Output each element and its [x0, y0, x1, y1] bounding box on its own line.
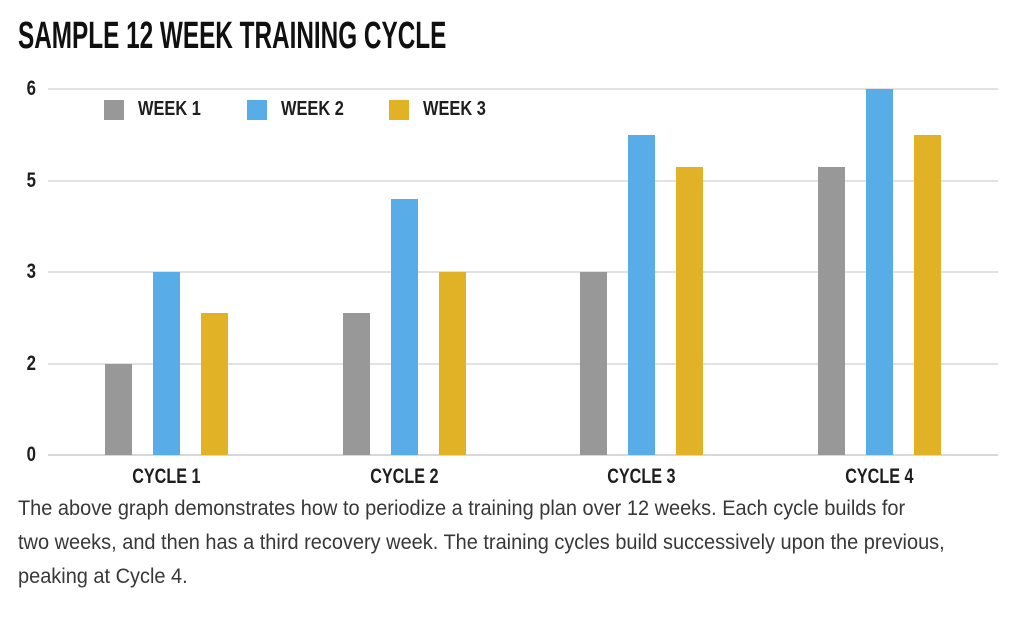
bar-week-1-cycle-2: [342, 313, 370, 455]
gridline-2: [48, 362, 998, 365]
bar-week-3-cycle-2: [438, 272, 466, 455]
x-axis-label-cycle-4: CYCLE 4: [761, 465, 999, 489]
y-tick-label-6: 6: [26, 77, 36, 100]
x-axis-line: [48, 454, 998, 456]
legend-label-week-3: WEEK 3: [423, 98, 487, 120]
legend-item-week-1: WEEK 1: [104, 98, 215, 121]
bar-group-cycle-2: CYCLE 2: [286, 89, 524, 488]
caption-line-2: two weeks, and then has a third recovery…: [18, 531, 945, 554]
y-axis-labels: 0 2 3 5 6: [0, 77, 36, 466]
x-axis-label-cycle-1: CYCLE 1: [48, 465, 286, 489]
legend-label-week-2: WEEK 2: [280, 98, 344, 120]
y-tick-label-0: 0: [26, 443, 36, 466]
x-axis-label-cycle-3: CYCLE 3: [523, 465, 761, 489]
x-axis-label-cycle-2: CYCLE 2: [286, 465, 524, 489]
legend-item-week-2: WEEK 2: [246, 98, 358, 121]
gridline-5: [48, 179, 998, 182]
x-axis-label-text-cycle-1: CYCLE 1: [132, 465, 201, 488]
bar-week-3-cycle-1: [201, 313, 229, 455]
bar-week-3-cycle-3: [676, 166, 704, 455]
chart-title: SAMPLE 12 WEEK TRAINING CYCLE: [18, 15, 447, 57]
gridline-3: [48, 271, 998, 273]
bar-week-1-cycle-3: [580, 272, 608, 455]
chart-legend: WEEK 1 WEEK 2 WEEK 3: [104, 98, 500, 121]
bar-week-3-cycle-4: [913, 134, 941, 455]
x-axis-label-text-cycle-3: CYCLE 3: [607, 465, 676, 488]
bar-week-2-cycle-2: [390, 198, 418, 455]
legend-swatch-week-1: [104, 99, 124, 120]
y-tick-label-3: 3: [26, 260, 36, 283]
legend-swatch-week-2: [246, 99, 267, 120]
bar-week-1-cycle-4: [817, 166, 845, 455]
legend-label-week-1: WEEK 1: [138, 98, 201, 120]
bar-group-cycle-1: CYCLE 1: [48, 89, 286, 488]
plot-area: WEEK 1 WEEK 2 WEEK 3 CYCLE 1 CYCLE 2 CYCLE 3…: [48, 88, 999, 488]
caption-line-3: peaking at Cycle 4.: [18, 565, 188, 588]
bar-group-cycle-4: CYCLE 4: [761, 89, 999, 488]
caption: The above graph demonstrates how to peri…: [18, 492, 1018, 594]
bar-groups: CYCLE 1 CYCLE 2 CYCLE 3 CYCLE 4: [48, 89, 999, 488]
y-tick-label-5: 5: [26, 168, 36, 192]
bar-group-cycle-3: CYCLE 3: [523, 89, 761, 488]
y-tick-label-2: 2: [26, 351, 36, 375]
caption-line-1: The above graph demonstrates how to peri…: [18, 497, 906, 520]
legend-swatch-week-3: [389, 99, 410, 120]
bar-week-1-cycle-1: [105, 363, 133, 455]
x-axis-label-text-cycle-4: CYCLE 4: [845, 465, 914, 488]
legend-item-week-3: WEEK 3: [389, 98, 500, 121]
bar-week-2-cycle-4: [865, 89, 893, 455]
gridline-6: [48, 88, 998, 90]
bar-week-2-cycle-3: [628, 134, 656, 455]
bar-week-2-cycle-1: [153, 272, 181, 455]
x-axis-label-text-cycle-2: CYCLE 2: [370, 465, 439, 488]
